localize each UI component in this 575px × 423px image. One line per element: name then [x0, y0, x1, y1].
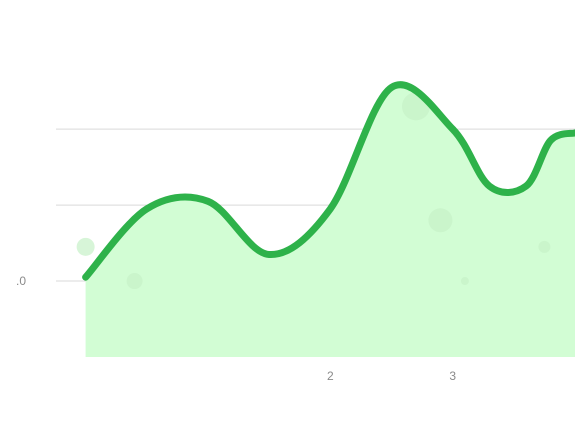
series-line — [82, 81, 575, 281]
bubble-2 — [428, 208, 453, 233]
axis-layer: 2 3.0 — [16, 274, 456, 383]
bubble-0 — [126, 273, 143, 290]
x-tick-label-0: 2 — [327, 369, 334, 383]
series-area-fill — [85, 84, 575, 358]
bubble-1 — [76, 237, 95, 256]
bubble-4 — [538, 240, 551, 253]
y-tick-label-0: .0 — [16, 274, 26, 288]
bubble-3 — [460, 277, 469, 286]
area-layer — [76, 81, 575, 358]
x-tick-label-1: 3 — [449, 369, 456, 383]
